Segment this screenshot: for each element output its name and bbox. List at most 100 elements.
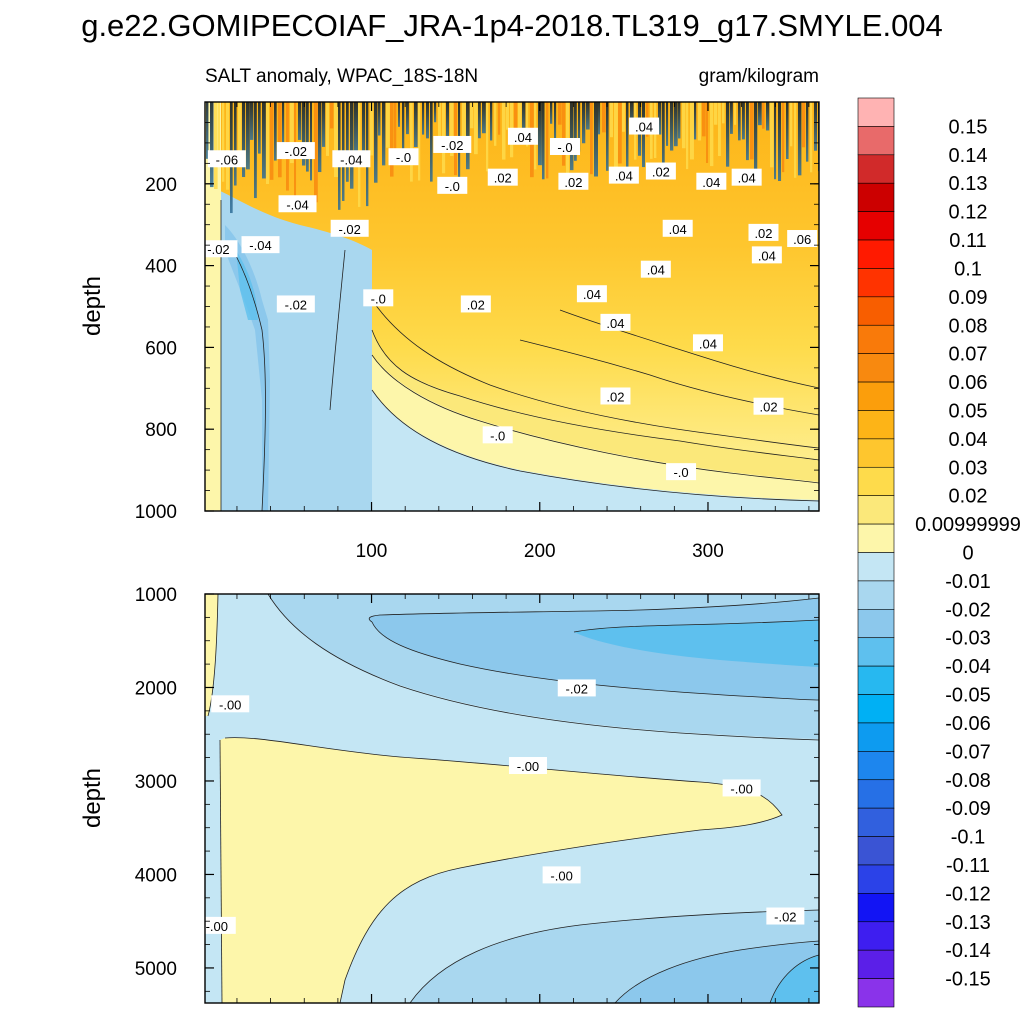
bottom-contour-9 <box>614 940 819 1003</box>
contour-label-bg <box>751 246 782 264</box>
noise-streak <box>682 102 686 149</box>
noise-streak <box>582 102 586 144</box>
contour-label-text: -.0 <box>490 428 505 443</box>
colorbar-swatch <box>857 523 895 553</box>
noise-streak <box>258 102 261 154</box>
noise-streak <box>278 102 282 178</box>
contour-label-text: -.00 <box>730 781 752 796</box>
colorbar-label: 0.03 <box>949 457 988 479</box>
bottom-contour-10 <box>769 954 819 1003</box>
noise-streak <box>226 102 230 190</box>
noise-streak <box>742 102 745 140</box>
noise-streak <box>406 102 409 135</box>
contour-label-text: .02 <box>606 389 624 404</box>
colorbar-label: 0.14 <box>949 145 988 167</box>
colorbar-swatch <box>857 694 895 724</box>
contour-label: -.0 <box>482 426 513 444</box>
contour-label-bg <box>241 236 280 254</box>
colorbar-swatch <box>857 438 895 468</box>
contour-label-bg <box>640 260 671 278</box>
noise-streak <box>418 102 421 181</box>
contour-label: -.00 <box>722 779 761 797</box>
colorbar-swatch <box>857 552 895 582</box>
noise-streak <box>326 102 329 156</box>
noise-streak <box>374 102 378 183</box>
colorbar-swatch <box>857 893 895 923</box>
noise-streak <box>270 102 274 180</box>
noise-streak <box>246 102 250 170</box>
noise-streak <box>786 102 789 160</box>
contour-label-text: .04 <box>514 130 532 145</box>
colorbar-label: 0.11 <box>949 230 986 252</box>
colorbar-label: -0.02 <box>945 599 991 621</box>
contour-label-text: .02 <box>564 175 582 190</box>
noise-streak <box>770 102 774 168</box>
noise-streak <box>518 102 522 138</box>
colorbar-swatch <box>857 722 895 752</box>
noise-streak <box>622 102 625 132</box>
contour-label-bg <box>666 463 697 481</box>
colorbar-swatch <box>857 182 895 212</box>
noise-streak <box>618 102 622 164</box>
contour-label-bg <box>278 195 317 213</box>
contour-label-bg <box>276 142 315 160</box>
contour-label-bg <box>731 168 762 186</box>
colorbar-swatch <box>857 580 895 610</box>
noise-streak <box>398 102 401 127</box>
noise-streak <box>302 102 306 166</box>
noise-streak <box>234 102 237 186</box>
contour-label-text: -.02 <box>285 297 307 312</box>
contour-label-text: -.04 <box>286 197 308 212</box>
colorbar-swatch <box>857 864 895 894</box>
contour-label: -.00 <box>542 866 581 884</box>
colorbar-label: -0.08 <box>945 770 991 792</box>
contour-label: .04 <box>507 127 538 145</box>
noise-streak <box>710 102 714 167</box>
noise-streak <box>474 102 478 155</box>
ytick-label: 5000 <box>135 959 177 980</box>
bottom-panel: -.00 -.02 -.00 -.00 -.00 -.00 -.02 1000 2000 300… <box>79 585 820 1004</box>
noise-streak <box>610 102 613 138</box>
noise-streak <box>282 102 285 143</box>
noise-streak <box>666 102 669 146</box>
noise-streak <box>766 102 770 131</box>
bottom-field <box>205 594 819 1003</box>
colorbar-swatch <box>857 97 895 127</box>
colorbar-swatch <box>857 978 895 1008</box>
noise-streak <box>438 102 441 137</box>
contour-label-bg <box>600 387 631 405</box>
bottom-contour-7 <box>219 739 223 1003</box>
noise-streak <box>318 102 322 173</box>
contour-label: -.0 <box>437 176 468 194</box>
contour-label: .02 <box>460 295 491 313</box>
noise-streak <box>354 102 358 156</box>
noise-streak <box>538 102 542 166</box>
contour-label-bg <box>542 866 581 884</box>
noise-streak <box>262 102 266 179</box>
top-contour-6 <box>559 309 819 389</box>
contour-label: .04 <box>696 172 727 190</box>
ytick-label: 4000 <box>135 865 177 886</box>
contour-label: .04 <box>640 260 671 278</box>
colorbar-swatch <box>857 779 895 809</box>
contour-label-bg <box>388 148 419 166</box>
colorbar-swatch <box>857 949 895 979</box>
noise-streak <box>546 102 549 179</box>
bottom-contour-4 <box>573 619 819 633</box>
noise-streak <box>574 102 577 161</box>
contour-label-text: .02 <box>494 171 512 186</box>
contour-label-bg <box>557 679 596 697</box>
top-axis-ticks: 200 400 600 800 1000 100 200 300 <box>135 101 819 562</box>
noise-streak <box>674 102 678 147</box>
noise-streak <box>210 102 214 188</box>
noise-streak <box>462 102 466 143</box>
contour-label-text: .04 <box>669 222 687 237</box>
contour-label-bg <box>748 223 779 241</box>
noise-streak <box>298 102 302 140</box>
contour-label-text: .02 <box>652 165 670 180</box>
contour-label: -.00 <box>508 757 547 775</box>
contour-label-text: -.00 <box>517 759 539 774</box>
colorbar-label: 0.05 <box>949 400 988 422</box>
noise-streak <box>550 102 553 124</box>
noise-streak <box>542 102 545 180</box>
